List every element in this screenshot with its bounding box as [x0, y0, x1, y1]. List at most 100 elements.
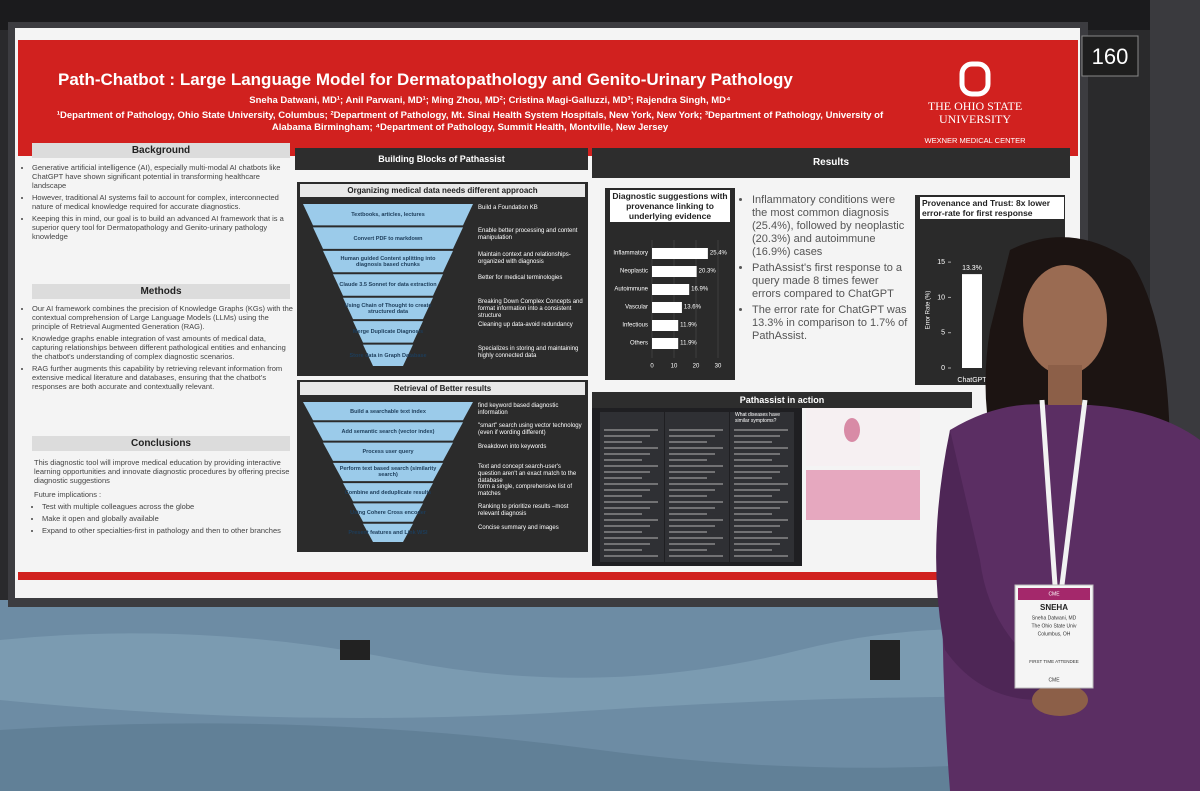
- funnel-step: [333, 462, 443, 482]
- step-purpose: Maintain context and relationships-organ…: [478, 251, 571, 265]
- step-purpose: find keyword based diagnostic informatio…: [478, 403, 559, 416]
- x-tick-label: 30: [715, 364, 722, 370]
- step-purpose: Ranking to prioritize results –most rele…: [478, 504, 569, 518]
- bullet: Keeping this in mind, our goal is to bui…: [32, 214, 290, 241]
- step-label: Present features and Link WSI: [348, 530, 428, 537]
- chat-question: What diseases have similar symptoms?: [735, 412, 781, 424]
- value-label: 11.9%: [680, 341, 697, 347]
- background-text: Generative artificial intelligence (AI),…: [22, 163, 290, 244]
- y-axis-label: Error Rate (%): [926, 291, 932, 330]
- badge-text: The Ohio State Univ: [1031, 623, 1077, 629]
- logo-name: THE OHIO STATE UNIVERSITY: [927, 99, 1023, 126]
- category-label: ChatGPT: [957, 377, 987, 384]
- badge-text: SNEHA: [1040, 603, 1068, 612]
- y-tick-label: 15: [937, 259, 945, 266]
- booth-number: 160: [1091, 44, 1129, 69]
- bullet: Generative artificial intelligence (AI),…: [32, 163, 290, 190]
- bullet: Test with multiple colleagues across the…: [42, 502, 282, 511]
- x-tick-label: 20: [693, 364, 700, 370]
- chat-panel: [730, 412, 794, 562]
- badge-text: Sneha Datwani, MD: [1032, 615, 1077, 621]
- neck: [1048, 365, 1082, 410]
- funnel-step: [343, 483, 433, 502]
- funnel-step: [303, 402, 473, 421]
- bullet: Our AI framework combines the precision …: [32, 304, 294, 331]
- logo-mark: [959, 61, 991, 97]
- y-tick-label: 10: [937, 294, 945, 301]
- badge-text: Columbus, OH: [1038, 631, 1071, 637]
- value-label: 13.3%: [962, 265, 982, 272]
- step-label: Textbooks, articles, lectures: [351, 212, 425, 219]
- face: [1023, 265, 1107, 375]
- bar: [652, 320, 679, 331]
- booth-box: [1081, 35, 1139, 77]
- bullet-list: Generative artificial intelligence (AI),…: [22, 163, 290, 241]
- funnel-step: [353, 321, 423, 343]
- bullet: Expand to other specialties-first in pat…: [42, 526, 282, 535]
- chat-panel: [665, 412, 729, 562]
- step-purpose: Concise summary and images: [478, 524, 559, 531]
- section-heading: Methods: [32, 284, 290, 299]
- step-label: Process user query: [362, 449, 414, 456]
- funnel-step: [363, 523, 413, 542]
- bar: [962, 274, 982, 368]
- footer-band: [18, 572, 1078, 580]
- arm: [936, 430, 1060, 700]
- category-label: Inflammatory: [613, 251, 648, 257]
- step-purpose: Better for medical terminologies: [478, 275, 563, 282]
- bullet-list: Test with multiple colleagues across the…: [32, 502, 282, 535]
- step-label: Claude 3.5 Sonnet for data extraction: [339, 282, 437, 289]
- step-label: Merge Duplicate Diagnosis: [352, 329, 424, 336]
- step-purpose: Build a Foundation KB: [478, 205, 538, 211]
- slide-image: [806, 408, 920, 466]
- bullet: PathAssist's first response to a query m…: [752, 262, 910, 301]
- step-label: Convert PDF to markdown: [353, 235, 423, 242]
- category-label: Autoimmune: [614, 287, 648, 293]
- carpet-pattern: [0, 723, 1200, 791]
- step-purpose: Enable better processing and content man…: [478, 228, 578, 242]
- lanyard: [1039, 399, 1088, 586]
- step-label: Human guided Content splitting into diag…: [340, 256, 436, 269]
- badge-text: CME: [1048, 677, 1060, 683]
- bar: [652, 284, 690, 295]
- value-label: 16.9%: [691, 287, 709, 293]
- step-purpose: Text and concept search-user's question …: [478, 463, 577, 484]
- step-label: Perform text based search (similarity se…: [339, 466, 437, 479]
- funnel-step: [333, 274, 443, 296]
- poster-title: Path-Chatbot : Large Language Model for …: [58, 70, 793, 89]
- funnel-step: [303, 204, 473, 226]
- methods-text: Our AI framework combines the precision …: [22, 304, 294, 394]
- bullet: The error rate for ChatGPT was 13.3% in …: [752, 304, 910, 343]
- step-purpose: Breakdown into keywords: [478, 443, 547, 450]
- bar: [652, 248, 708, 259]
- funnel-step: [343, 297, 433, 320]
- bar: [652, 302, 682, 313]
- funnel-step: [313, 227, 463, 249]
- badge-text: CME: [1048, 591, 1060, 597]
- future-bullets: Test with multiple colleagues across the…: [32, 502, 282, 538]
- stand: [340, 640, 370, 660]
- conclusions-text: This diagnostic tool will improve medica…: [34, 458, 290, 485]
- funnel-title: Organizing medical data needs different …: [300, 184, 585, 197]
- badge-band: [1018, 588, 1090, 600]
- step-purpose: Cleaning up data-avoid redundancy: [478, 322, 573, 329]
- bar: [652, 338, 679, 349]
- slide-image: [806, 470, 920, 520]
- section-heading: Conclusions: [32, 436, 290, 451]
- tissue: [844, 418, 860, 442]
- category-label: Infectious: [622, 323, 648, 329]
- funnel-step: [353, 503, 423, 522]
- value-label: 25.4%: [710, 251, 728, 257]
- badge: [1014, 584, 1094, 689]
- stand: [870, 640, 900, 680]
- future-label: Future implications :: [34, 490, 102, 499]
- funnel-step: [363, 344, 413, 366]
- bullet: Knowledge graphs enable integration of v…: [32, 334, 294, 361]
- value-label: 11.9%: [680, 323, 697, 329]
- bullet: RAG further augments this capability by …: [32, 364, 294, 391]
- section-heading: Background: [32, 143, 290, 158]
- header-band: [18, 40, 1078, 156]
- bullet-list: Our AI framework combines the precision …: [22, 304, 294, 391]
